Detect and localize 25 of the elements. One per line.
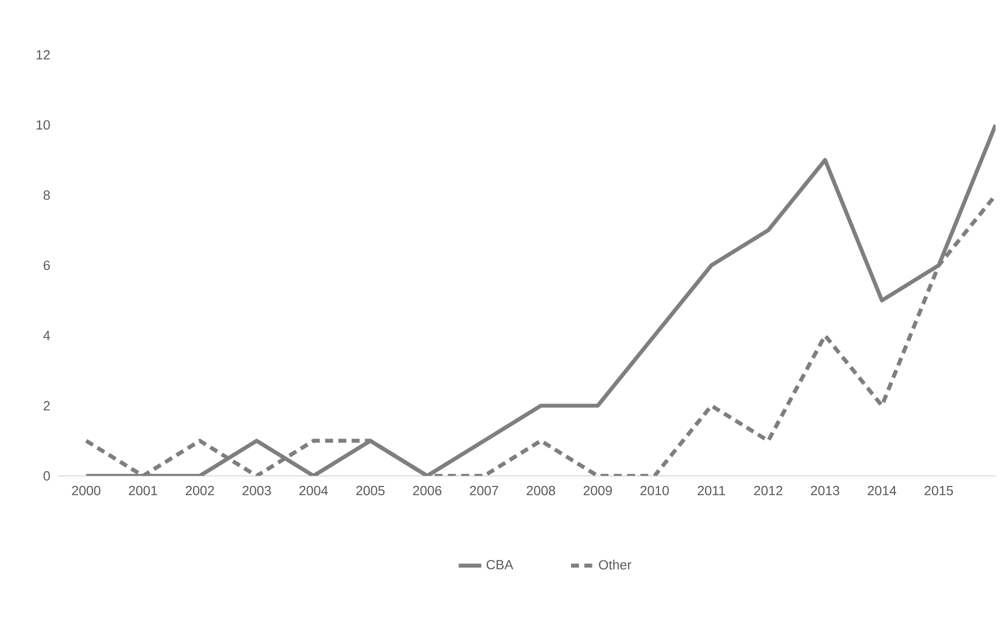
x-tick-label: 2000	[72, 486, 100, 496]
x-tick-label: 2004	[299, 486, 328, 496]
x-tick-label: 2002	[186, 486, 214, 496]
y-tick-label: 0	[44, 471, 50, 480]
x-tick-label: 2003	[242, 486, 271, 496]
y-tick-label: 4	[43, 330, 50, 340]
y-tick-label: 12	[36, 50, 50, 60]
y-tick-label: 8	[44, 190, 50, 200]
legend-label: CBA	[486, 560, 514, 570]
x-tick-label: 2012	[754, 486, 782, 496]
x-tick-label: 2014	[868, 486, 896, 496]
y-tick-label: 6	[44, 260, 50, 270]
legend-label: Other	[598, 560, 632, 570]
y-tick-label: 10	[36, 120, 50, 130]
x-tick-label: 2015	[924, 486, 953, 496]
x-tick-label: 2005	[356, 486, 385, 496]
y-tick-label: 2	[44, 400, 50, 410]
x-tick-label: 2007	[470, 486, 498, 496]
x-tick-label: 2011	[698, 486, 726, 496]
x-tick-label: 2010	[640, 486, 669, 496]
x-tick-label: 2009	[584, 486, 612, 496]
x-tick-label: 2013	[810, 486, 840, 496]
x-tick-label: 2006	[413, 486, 442, 496]
x-tick-label: 2008	[526, 486, 556, 496]
x-tick-label: 2001	[128, 486, 158, 496]
